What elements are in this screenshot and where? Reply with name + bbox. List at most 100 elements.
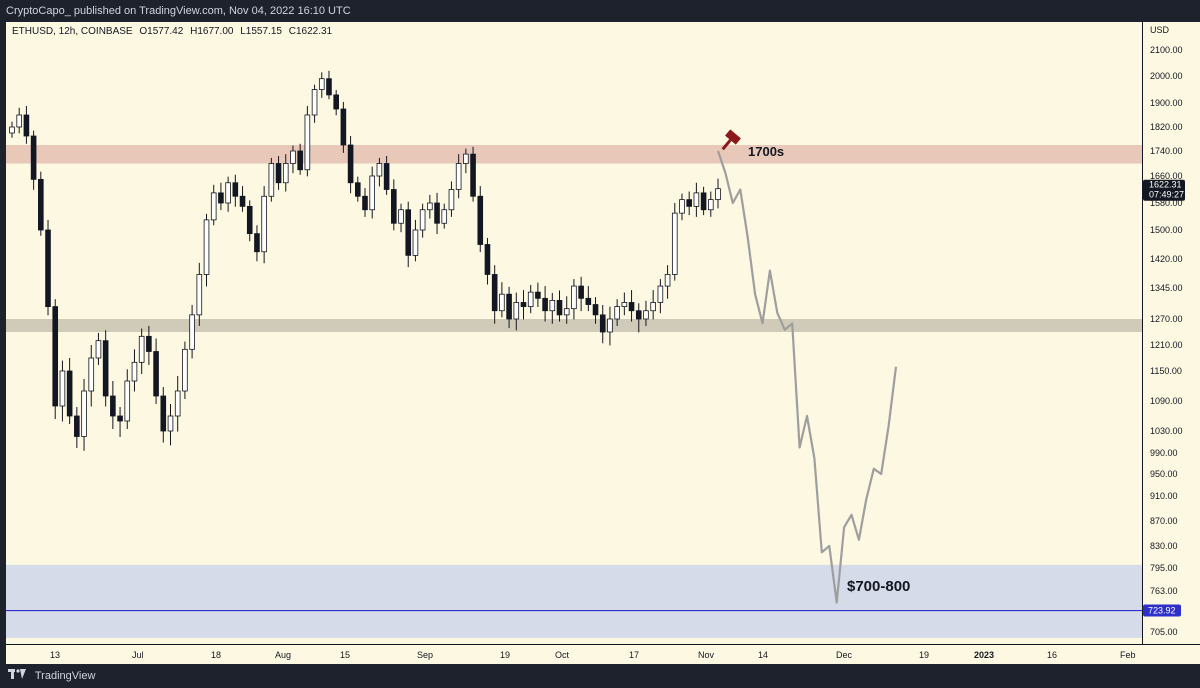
candle-down	[340, 108, 347, 146]
open-value: O1577.42	[139, 26, 184, 37]
candle	[693, 182, 700, 217]
annotation-top: 1700s	[748, 144, 784, 159]
candle-up	[441, 209, 448, 224]
hammer-head	[725, 129, 741, 145]
candle-up	[499, 293, 505, 312]
y-tick-label: 1090.00	[1150, 396, 1183, 406]
candle	[448, 181, 455, 217]
price-axis[interactable]: USD 2100.00 2000.00 1900.00 1820.00 1740.00 16…	[1142, 22, 1200, 644]
candle	[261, 186, 267, 264]
candle	[614, 299, 620, 326]
candle-down	[470, 153, 476, 197]
candle-down	[218, 192, 224, 204]
candle-down	[275, 163, 282, 184]
candle-down	[153, 351, 159, 397]
candle-down	[38, 178, 44, 231]
candle	[362, 188, 368, 217]
candle-up	[650, 302, 656, 312]
candle-down	[628, 302, 635, 312]
candle-down	[491, 274, 498, 312]
candle-up	[376, 163, 383, 177]
candle	[52, 299, 59, 419]
candle	[686, 191, 692, 216]
candle-down	[686, 199, 692, 207]
x-tick-label: 17	[629, 650, 639, 660]
candle-down	[383, 163, 390, 190]
candle-up	[643, 310, 649, 320]
candle	[571, 279, 577, 320]
price-axis-svg: USD 2100.00 2000.00 1900.00 1820.00 1740.00 16…	[1143, 25, 1185, 637]
time-axis[interactable]: 13 Jul 18 Aug 15 Sep 19 Oct 17 Nov 14 Dec 19 2023 16 Fe…	[6, 644, 1200, 665]
candle	[196, 262, 203, 326]
candle	[110, 381, 116, 429]
close-value: C1622.31	[288, 26, 333, 37]
hammer-handle	[721, 139, 732, 151]
candle-up	[261, 195, 267, 253]
footer-bar: TradingView	[0, 664, 1200, 688]
candle-up	[290, 150, 296, 164]
footer-brand: TradingView	[34, 670, 96, 682]
candle	[117, 407, 123, 438]
candle	[715, 178, 721, 209]
candle-down	[535, 291, 541, 299]
candle-up	[174, 390, 181, 417]
high-value: H1677.00	[190, 26, 234, 37]
x-tick-label: Jul	[132, 650, 144, 660]
candle-up	[88, 357, 95, 392]
zone-support	[6, 319, 1142, 332]
publish-header: CryptoCapo_ published on TradingView.com…	[0, 0, 1200, 22]
candle-down	[599, 314, 606, 333]
candle	[671, 203, 678, 281]
candle-up	[427, 202, 433, 211]
candle-down	[477, 195, 484, 245]
candle-up	[527, 291, 534, 307]
candle	[376, 157, 383, 187]
currency-label: USD	[1150, 25, 1170, 35]
candle	[664, 265, 671, 299]
candle-up	[225, 182, 231, 204]
candle-down	[635, 310, 642, 320]
y-tick-label: 1580.00	[1150, 198, 1183, 208]
candle-down	[362, 195, 368, 211]
candle-down	[354, 182, 361, 197]
candle-down	[297, 150, 303, 171]
candle-down	[484, 244, 491, 275]
candle-up	[9, 126, 15, 134]
candle-up	[657, 285, 664, 303]
candle	[354, 176, 361, 202]
y-tick-label: 1345.00	[1150, 283, 1183, 293]
candle	[66, 358, 73, 424]
chart-plot-area[interactable]: 1700s $700-800 ETHUSD, 12h, COINBASE O157…	[6, 22, 1142, 644]
x-tick-label: 16	[1047, 650, 1057, 660]
chart-svg[interactable]: 1700s $700-800	[6, 22, 1142, 644]
y-tick-label: 795.00	[1150, 563, 1178, 573]
x-tick-label: Nov	[698, 650, 715, 660]
candle	[520, 290, 527, 320]
support-price-badge	[1143, 604, 1181, 617]
last-price-value: 1622.31	[1149, 180, 1182, 190]
candle-up	[571, 285, 577, 310]
candle	[23, 106, 30, 144]
candle-up	[448, 189, 455, 211]
y-tick-label: 1660.00	[1150, 171, 1183, 181]
candle	[628, 290, 635, 322]
candle-down	[542, 297, 548, 312]
candle-up	[81, 390, 87, 437]
candle	[210, 184, 217, 226]
x-tick-label: 13	[50, 650, 60, 660]
candle-down	[326, 78, 332, 96]
candle-down	[146, 335, 152, 352]
y-tick-label: 870.00	[1150, 516, 1178, 526]
candle-up	[203, 219, 210, 275]
candle	[391, 179, 397, 231]
candle	[441, 203, 448, 229]
candle	[333, 90, 339, 116]
candle-up	[549, 299, 556, 312]
candle-down	[700, 192, 707, 211]
candle-up	[282, 163, 289, 184]
projection-path	[716, 150, 898, 604]
candle	[549, 292, 556, 324]
y-tick-label: 990.00	[1150, 448, 1178, 458]
publish-text: CryptoCapo_ published on TradingView.com…	[6, 5, 351, 17]
candle-up	[614, 306, 620, 320]
